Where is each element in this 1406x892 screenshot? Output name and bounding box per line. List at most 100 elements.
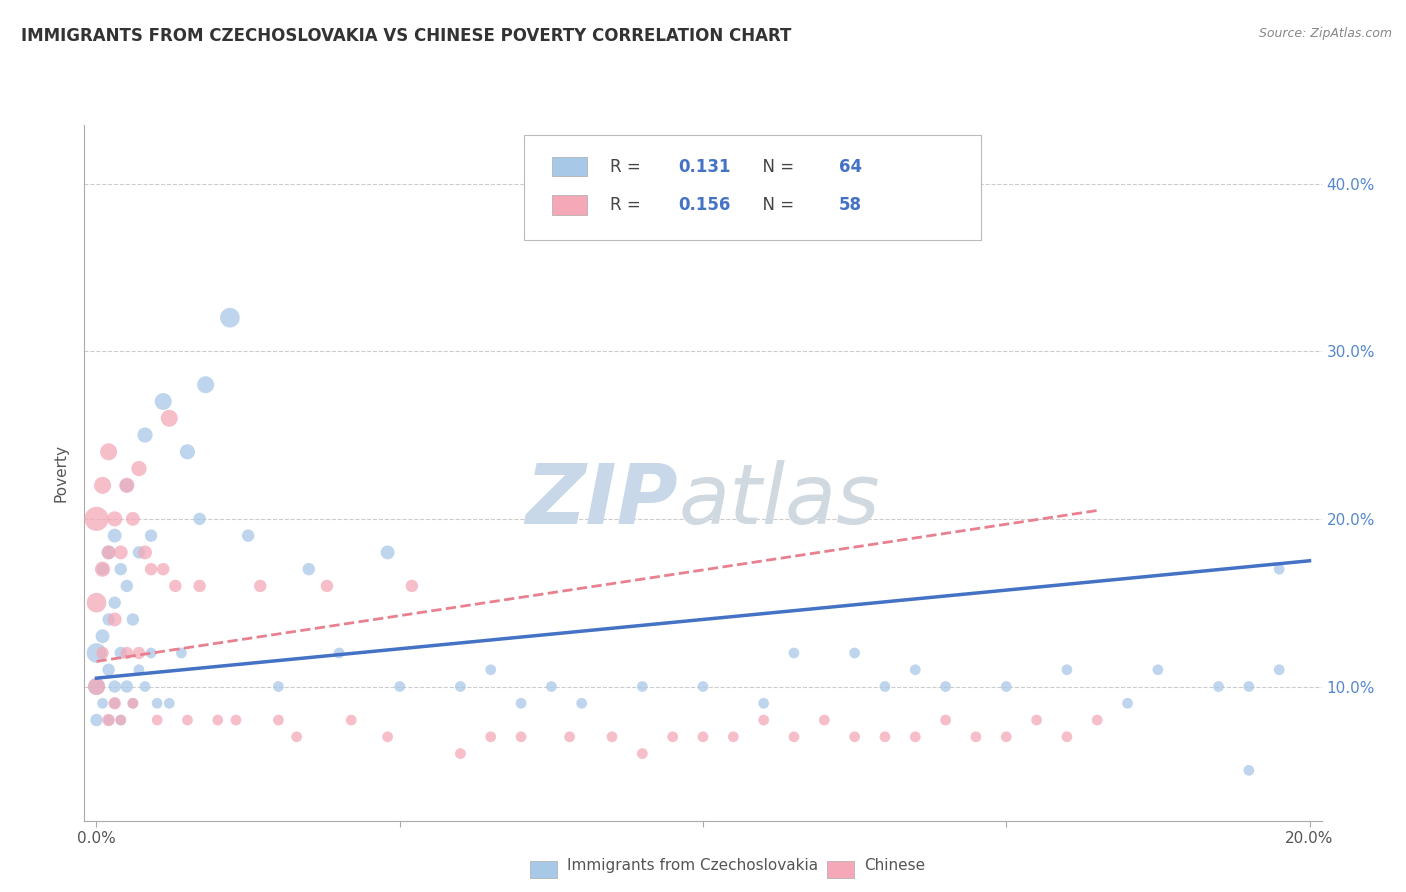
Text: Source: ZipAtlas.com: Source: ZipAtlas.com <box>1258 27 1392 40</box>
Point <box>188 579 211 593</box>
Point <box>479 730 502 744</box>
Point <box>631 747 654 761</box>
Point <box>122 512 145 526</box>
Point <box>86 646 108 660</box>
Point <box>139 528 162 542</box>
Point <box>904 663 927 677</box>
Point <box>388 680 411 694</box>
Point <box>157 411 180 425</box>
Point <box>692 680 714 694</box>
Point <box>449 680 471 694</box>
Point <box>122 696 145 710</box>
Point <box>110 545 132 559</box>
Point <box>104 612 127 626</box>
Point <box>128 646 150 660</box>
Point <box>97 713 120 727</box>
FancyBboxPatch shape <box>827 861 853 879</box>
Point <box>157 696 180 710</box>
Text: R =: R = <box>610 158 647 176</box>
Point <box>723 730 745 744</box>
Point <box>104 528 127 542</box>
Point <box>783 730 806 744</box>
Point <box>844 646 866 660</box>
Point <box>558 730 581 744</box>
Point <box>631 680 654 694</box>
Point <box>170 646 193 660</box>
Point <box>115 478 138 492</box>
Point <box>115 680 138 694</box>
Point <box>122 612 145 626</box>
Point <box>1208 680 1230 694</box>
Point <box>965 730 987 744</box>
Point <box>110 562 132 576</box>
Point <box>219 310 242 325</box>
Point <box>134 545 156 559</box>
Point <box>813 713 835 727</box>
Point <box>267 713 290 727</box>
Point <box>91 562 114 576</box>
Point <box>571 696 593 710</box>
Text: ZIP: ZIP <box>526 460 678 541</box>
Text: atlas: atlas <box>678 460 880 541</box>
Point <box>91 478 114 492</box>
Point <box>86 680 108 694</box>
Point <box>146 696 169 710</box>
Point <box>115 478 138 492</box>
Text: 0.156: 0.156 <box>678 196 731 214</box>
Point <box>139 562 162 576</box>
Point <box>104 696 127 710</box>
Point <box>510 696 533 710</box>
Point <box>152 562 174 576</box>
Point <box>1056 663 1078 677</box>
Point <box>540 680 562 694</box>
Point <box>91 646 114 660</box>
Point <box>134 428 156 442</box>
Point <box>104 512 127 526</box>
Text: IMMIGRANTS FROM CZECHOSLOVAKIA VS CHINESE POVERTY CORRELATION CHART: IMMIGRANTS FROM CZECHOSLOVAKIA VS CHINES… <box>21 27 792 45</box>
Point <box>115 579 138 593</box>
Point <box>91 629 114 643</box>
Point <box>97 445 120 459</box>
Point <box>104 596 127 610</box>
Point <box>97 545 120 559</box>
Point <box>225 713 247 727</box>
Text: Immigrants from Czechoslovakia: Immigrants from Czechoslovakia <box>567 858 818 873</box>
Text: R =: R = <box>610 196 647 214</box>
Point <box>1237 680 1260 694</box>
Point <box>128 545 150 559</box>
Text: Chinese: Chinese <box>863 858 925 873</box>
Point <box>377 545 399 559</box>
Point <box>316 579 339 593</box>
Point <box>692 730 714 744</box>
Point <box>128 663 150 677</box>
Point <box>377 730 399 744</box>
Point <box>146 713 169 727</box>
Text: 58: 58 <box>839 196 862 214</box>
FancyBboxPatch shape <box>553 195 586 215</box>
Point <box>340 713 363 727</box>
Point <box>176 445 198 459</box>
Point <box>267 680 290 694</box>
Point <box>97 663 120 677</box>
Point <box>122 696 145 710</box>
Point <box>139 646 162 660</box>
Point <box>1268 562 1291 576</box>
Point <box>165 579 187 593</box>
Point <box>97 713 120 727</box>
Point <box>479 663 502 677</box>
Point <box>249 579 271 593</box>
Point <box>600 730 623 744</box>
Point <box>661 730 683 744</box>
Point <box>752 713 775 727</box>
Point <box>176 713 198 727</box>
Point <box>207 713 229 727</box>
Y-axis label: Poverty: Poverty <box>53 443 69 502</box>
Point <box>104 680 127 694</box>
Point <box>873 680 896 694</box>
Text: 0.131: 0.131 <box>678 158 731 176</box>
Point <box>1147 663 1170 677</box>
Point <box>91 696 114 710</box>
Point <box>110 713 132 727</box>
Point <box>935 713 957 727</box>
Point <box>328 646 350 660</box>
